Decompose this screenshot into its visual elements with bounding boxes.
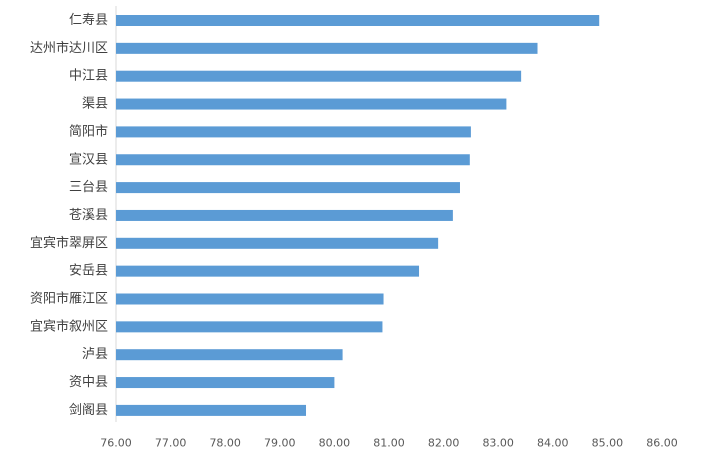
x-tick-label: 85.00 — [592, 437, 624, 450]
category-label: 苍溪县 — [69, 208, 108, 223]
x-tick-label: 84.00 — [537, 437, 569, 450]
x-tick-label: 81.00 — [373, 437, 405, 450]
x-tick-label: 77.00 — [155, 437, 187, 450]
bar-14 — [116, 404, 307, 416]
category-label: 安岳县 — [69, 264, 108, 279]
x-tick-label: 79.00 — [264, 437, 296, 450]
x-tick-label: 78.00 — [209, 437, 241, 450]
category-label: 资阳市雁江区 — [30, 291, 108, 307]
bar-2 — [116, 70, 522, 82]
bar-3 — [116, 98, 507, 110]
x-tick-label: 83.00 — [482, 437, 514, 450]
x-tick-label: 80.00 — [319, 437, 351, 450]
category-label: 渠县 — [82, 97, 108, 112]
x-tick-labels-group: 76.00 77.00 78.00 79.00 80.00 81.00 82.00 83.00… — [100, 437, 678, 450]
category-label: 仁寿县 — [69, 13, 108, 28]
category-label: 泸县 — [82, 347, 108, 362]
bars-group — [116, 15, 600, 416]
x-tick-label: 82.00 — [428, 437, 460, 450]
x-tick-label: 76.00 — [100, 437, 132, 450]
bar-4 — [116, 126, 471, 138]
category-label: 宜宾市叙州区 — [30, 318, 108, 334]
category-label: 宣汉县 — [69, 151, 108, 167]
category-label: 达州市达川区 — [30, 40, 108, 56]
bar-0 — [116, 15, 600, 26]
bar-5 — [116, 154, 470, 166]
bar-1 — [116, 42, 538, 54]
category-label: 中江县 — [69, 69, 108, 84]
category-label: 三台县 — [69, 180, 108, 195]
bar-11 — [116, 321, 383, 333]
category-labels-group: 仁寿县达州市达川区中江县渠县简阳市宣汉县三台县苍溪县宜宾市翠屏区安岳县资阳市雁江… — [30, 13, 108, 418]
category-label: 剑阁县 — [69, 402, 108, 418]
bar-12 — [116, 349, 343, 361]
category-label: 简阳市 — [69, 123, 108, 139]
category-label: 资中县 — [69, 375, 108, 390]
x-tick-label: 86.00 — [646, 437, 678, 450]
category-label: 宜宾市翠屏区 — [30, 235, 108, 251]
bar-13 — [116, 377, 335, 389]
bar-10 — [116, 293, 384, 305]
bar-6 — [116, 182, 460, 194]
bar-9 — [116, 265, 420, 277]
bar-7 — [116, 209, 453, 221]
bar-8 — [116, 237, 439, 249]
